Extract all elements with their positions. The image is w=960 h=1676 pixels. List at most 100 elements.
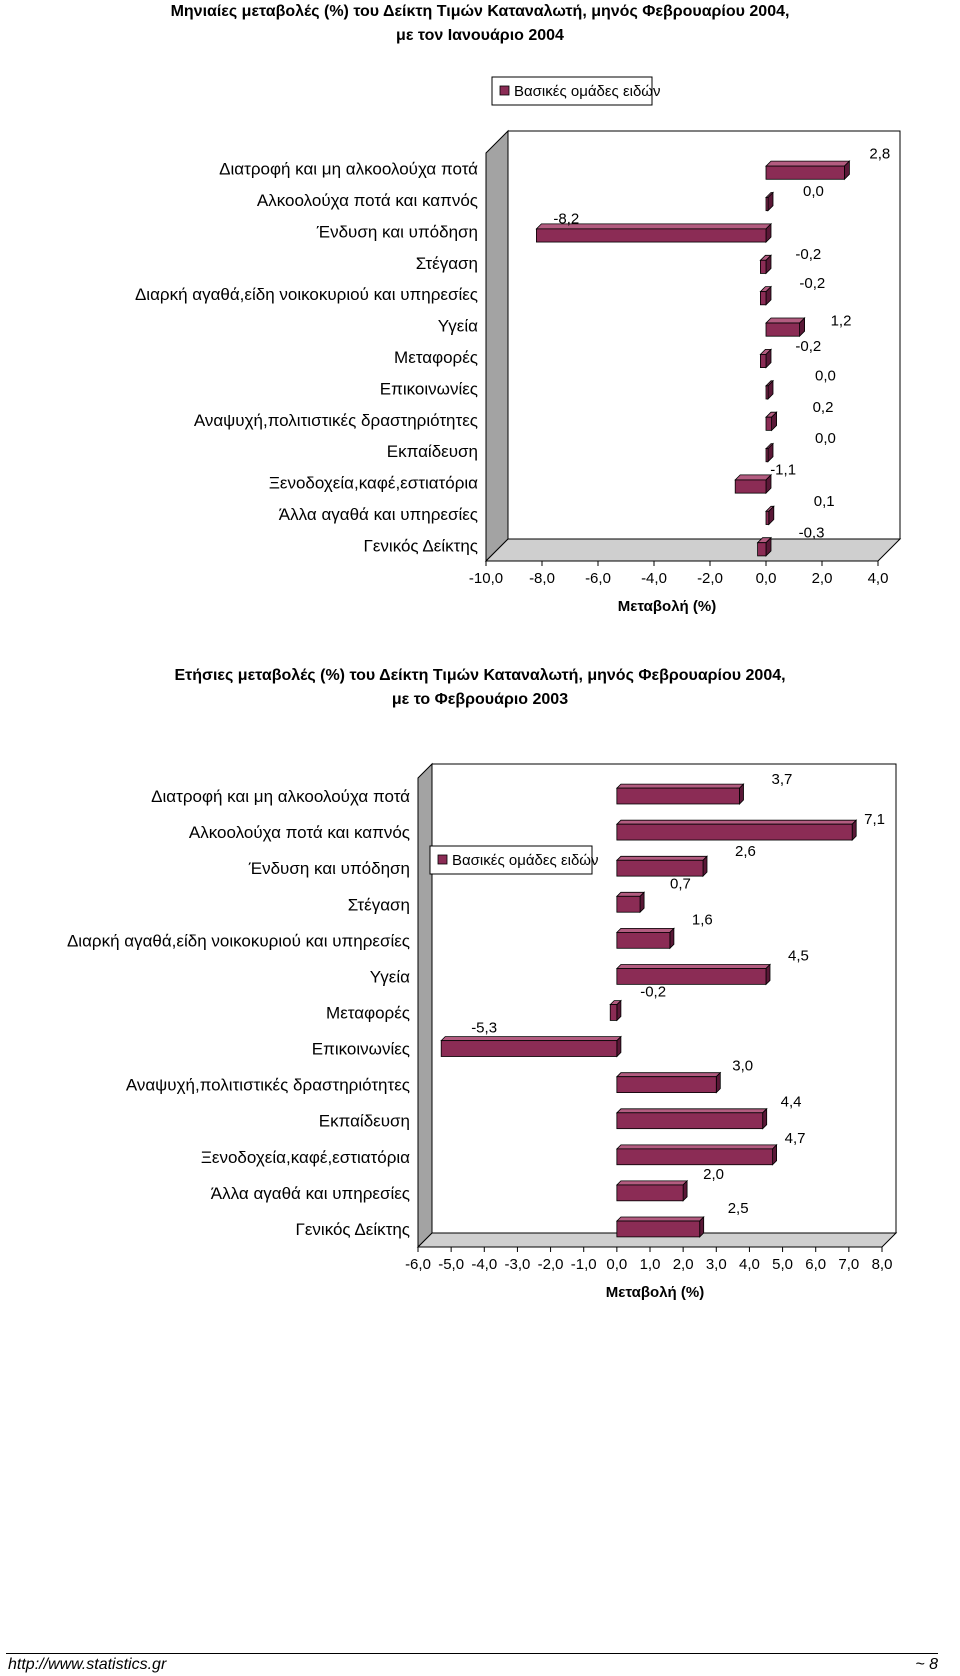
legend-label: Βασικές ομάδες ειδών [452, 852, 599, 869]
bar-top [615, 783, 745, 789]
category-label: Αλκοολούχα ποτά και καπνός [189, 823, 410, 842]
bar-front [440, 1040, 618, 1057]
data-label: 3,0 [732, 1058, 753, 1075]
bar-side [765, 963, 771, 986]
category-label: Αλκοολούχα ποτά και καπνός [257, 191, 478, 210]
category-label: Αναψυχή,πολιτιστικές δραστηριότητες [194, 411, 478, 430]
bar-side [699, 1216, 705, 1238]
bar-front [616, 1112, 764, 1130]
data-label: -0,2 [795, 246, 821, 263]
data-label: 4,5 [788, 947, 809, 964]
bar [615, 1143, 778, 1166]
x-tick-label: 3,0 [706, 1256, 727, 1273]
category-label: Άλλα αγαθά και υπηρεσίες [279, 505, 478, 524]
bar-side [772, 1143, 777, 1166]
category-label: Στέγαση [416, 254, 478, 273]
bar [615, 927, 675, 950]
bar [765, 411, 778, 432]
chart-1-title-line-2: με τον Ιανουάριο 2004 [396, 27, 564, 44]
chart-1-title-line-1: Μηνιαίες μεταβολές (%) του Δείκτη Τιμών … [170, 3, 790, 20]
bar-top [615, 855, 708, 861]
data-label: 4,4 [781, 1094, 802, 1111]
bar [615, 891, 646, 914]
data-label: 7,1 [864, 811, 885, 828]
bar [765, 160, 851, 181]
data-label: 1,2 [831, 313, 852, 330]
bar [765, 191, 774, 212]
bar [759, 348, 772, 369]
plot-side-wall [417, 762, 433, 1249]
category-label: Επικοινωνίες [380, 379, 478, 398]
bar-front [616, 787, 740, 805]
chart-2-title-line-2: με το Φεβρουάριο 2003 [391, 691, 569, 708]
bar [756, 536, 772, 557]
bar-front [765, 416, 772, 431]
legend-label: Βασικές ομάδες ειδών [514, 83, 661, 100]
data-label: -5,3 [471, 1020, 497, 1037]
bar-front [765, 510, 770, 525]
legend: Βασικές ομάδες ειδών [429, 845, 599, 875]
category-label: Εκπαίδευση [319, 1112, 410, 1131]
data-label: 0,0 [815, 367, 836, 384]
x-tick-label: 4,0 [739, 1256, 760, 1273]
chart-2-annual-changes: -6,0 -5,0 -4,0 -3,0 -2,0 -1,0 0,0 1,0 2,0 3,0 4,0 5… [67, 762, 898, 1301]
bar-side [739, 783, 744, 805]
category-label: Υγεία [438, 317, 478, 336]
legend-box [429, 845, 593, 875]
footer-url[interactable]: http://www.statistics.gr [8, 1656, 167, 1673]
category-label: Άλλα αγαθά και υπηρεσίες [211, 1184, 410, 1203]
bar [609, 999, 622, 1022]
bar-front [765, 197, 769, 212]
bar [615, 1179, 689, 1202]
bar-front [536, 228, 767, 243]
bar-top [615, 819, 858, 825]
bar-top [615, 1144, 778, 1150]
bar [615, 1216, 705, 1238]
bar-front [616, 1148, 774, 1166]
category-label: Γενικός Δείκτης [295, 1220, 410, 1239]
category-label: Γενικός Δείκτης [363, 536, 478, 555]
bar-side [682, 1179, 688, 1202]
bar-side [762, 1107, 768, 1130]
legend-box [491, 76, 653, 106]
bar [440, 1035, 622, 1058]
legend-swatch [499, 85, 510, 96]
bar-front [616, 932, 671, 949]
bar-front [616, 968, 767, 985]
bar-top [615, 1216, 705, 1222]
bar [759, 254, 772, 275]
bar-front [616, 1076, 717, 1093]
bar-top [615, 1072, 722, 1078]
bar-front [760, 354, 767, 368]
bar-front [760, 291, 767, 306]
page-footer: http://www.statistics.gr ~ 8 [6, 1653, 938, 1674]
x-tick-label: -10,0 [469, 570, 503, 587]
bar [615, 783, 745, 805]
x-tick-label: -4,0 [641, 570, 667, 587]
x-axis-title: Μεταβολή (%) [618, 598, 716, 615]
data-label: 0,0 [803, 183, 824, 200]
data-label: -8,2 [553, 210, 579, 227]
category-label: Επικοινωνίες [312, 1040, 410, 1059]
category-label: Ξενοδοχεία,καφέ,εστιατόρια [269, 474, 478, 493]
x-tick-label: 7,0 [838, 1256, 859, 1273]
data-label: -0,2 [795, 338, 821, 355]
category-label: Υγεία [370, 967, 410, 986]
bar-top [440, 1036, 622, 1042]
category-label: Ένδυση και υπόδηση [248, 859, 410, 878]
x-tick-label: 1,0 [640, 1256, 661, 1273]
x-tick-label: 2,0 [812, 570, 833, 587]
bar [535, 222, 772, 244]
plot-floor [416, 1232, 898, 1248]
data-label: 0,2 [813, 399, 834, 416]
bar [615, 819, 858, 842]
category-label: Διατροφή και μη αλκοολούχα ποτά [151, 787, 410, 806]
bar [765, 442, 774, 463]
chart-2-title-line-1: Ετήσιες μεταβολές (%) του Δείκτη Τιμών Κ… [174, 667, 786, 684]
data-label: 0,1 [814, 493, 835, 510]
bar-top [734, 474, 772, 481]
x-tick-label: -1,0 [571, 1256, 597, 1273]
bar [759, 285, 772, 306]
x-tick-label: 5,0 [772, 1256, 793, 1273]
data-label: -1,1 [770, 462, 796, 479]
